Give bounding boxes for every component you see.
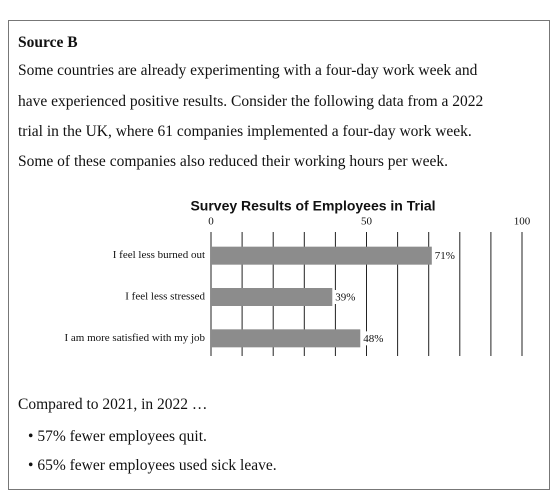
- bullet-item: • 65% fewer employees used sick leave.: [28, 457, 277, 474]
- chart: Survey Results of Employees in Trial 0 50…: [64, 198, 531, 356]
- value-label-bg: [432, 248, 459, 263]
- value-label: 39%: [335, 292, 355, 304]
- value-label: 71%: [435, 250, 455, 262]
- x-tick-label: 100: [514, 216, 531, 228]
- value-label-bg: [333, 290, 360, 304]
- source-heading: Source B: [18, 34, 78, 51]
- paragraph-line: Some countries are already experimenting…: [18, 62, 478, 79]
- y-tick-label: I feel less stressed: [125, 291, 205, 303]
- paragraph-line: have experienced positive results. Consi…: [18, 93, 484, 110]
- bar: [211, 288, 333, 306]
- bar: [211, 246, 432, 265]
- page: {"source": "Source B", "paragraph_lines"…: [8, 20, 550, 490]
- bullet-text: 57% fewer employees quit.: [37, 428, 207, 445]
- y-tick-label: I am more satisfied with my job: [64, 332, 205, 344]
- bar: [211, 329, 361, 348]
- chart-title: Survey Results of Employees in Trial: [190, 198, 435, 214]
- value-label: 48%: [363, 333, 383, 345]
- x-tick-label: 50: [361, 216, 373, 228]
- bullet-text: 65% fewer employees used sick leave.: [37, 457, 277, 474]
- y-tick-label: I feel less burned out: [113, 249, 205, 261]
- value-label-bg: [361, 331, 388, 346]
- x-tick-label: 0: [208, 216, 214, 228]
- paragraph-line: trial in the UK, where 61 companies impl…: [18, 123, 472, 140]
- bullet-item: • 57% fewer employees quit.: [28, 428, 207, 445]
- paragraph-line: Some of these companies also reduced the…: [18, 153, 448, 170]
- comparison: Compared to 2021, in 2022 …: [18, 396, 208, 413]
